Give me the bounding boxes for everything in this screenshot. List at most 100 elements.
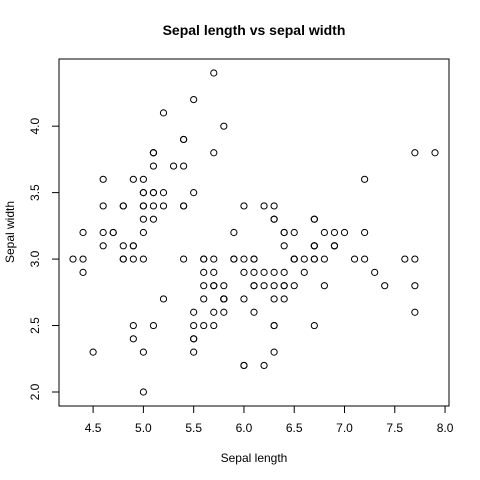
chart-title: Sepal length vs sepal width: [163, 22, 346, 38]
data-point: [79, 268, 87, 276]
data-point: [129, 321, 137, 330]
data-point: [119, 202, 127, 210]
data-point: [431, 149, 439, 157]
data-point: [361, 228, 369, 237]
data-points: [69, 69, 439, 396]
data-point: [139, 202, 147, 210]
data-point: [270, 295, 278, 303]
data-point: [210, 308, 218, 316]
data-point: [361, 255, 369, 263]
data-point: [180, 255, 188, 263]
data-point: [310, 215, 318, 223]
data-point: [99, 175, 107, 183]
x-tick-label: 7.0: [336, 421, 353, 435]
data-point: [290, 282, 298, 290]
data-point: [210, 282, 218, 290]
data-point: [89, 348, 97, 356]
data-point: [220, 122, 228, 130]
data-point: [240, 361, 248, 370]
data-point: [139, 348, 147, 356]
data-point: [169, 162, 178, 170]
data-point: [200, 268, 208, 276]
data-point: [280, 242, 288, 250]
data-point: [119, 255, 127, 263]
data-point: [139, 255, 147, 263]
data-point: [361, 175, 369, 183]
data-point: [159, 189, 168, 197]
data-point: [139, 175, 147, 183]
y-tick-label: 3.0: [28, 250, 42, 267]
data-point: [250, 282, 258, 290]
data-point: [119, 242, 127, 250]
data-point: [129, 255, 137, 263]
data-point: [250, 255, 258, 263]
data-point: [210, 321, 218, 330]
data-point: [260, 361, 268, 370]
data-point: [340, 228, 349, 237]
data-point: [300, 255, 308, 263]
data-point: [240, 255, 248, 263]
data-point: [139, 215, 147, 223]
x-tick-label: 6.5: [286, 421, 303, 435]
data-point: [220, 308, 228, 316]
data-point: [149, 215, 158, 223]
data-point: [350, 255, 359, 263]
data-point: [270, 268, 278, 276]
data-point: [149, 321, 158, 330]
data-point: [290, 255, 298, 263]
x-tick-label: 4.5: [85, 421, 102, 435]
data-point: [190, 335, 198, 343]
data-point: [260, 282, 268, 290]
data-point: [280, 268, 288, 276]
data-point: [149, 189, 158, 197]
data-point: [381, 282, 389, 290]
data-point: [200, 282, 208, 290]
data-point: [210, 69, 218, 77]
x-tick-label: 6.0: [236, 421, 253, 435]
y-tick-label: 3.5: [28, 184, 42, 201]
data-point: [149, 149, 158, 157]
x-tick-label: 8.0: [437, 421, 454, 435]
data-point: [260, 202, 268, 210]
data-point: [69, 255, 77, 263]
data-point: [139, 189, 147, 197]
data-point: [210, 255, 218, 263]
data-point: [190, 95, 198, 104]
data-point: [270, 321, 278, 330]
data-point: [320, 228, 328, 237]
data-point: [180, 202, 188, 210]
data-point: [280, 228, 288, 237]
data-point: [260, 268, 268, 276]
data-point: [270, 215, 278, 223]
data-point: [99, 242, 107, 250]
data-point: [310, 255, 318, 263]
data-point: [250, 308, 258, 316]
data-point: [300, 268, 308, 276]
data-point: [371, 268, 379, 276]
data-point: [99, 202, 107, 210]
data-point: [411, 282, 419, 290]
y-tick-label: 2.5: [28, 317, 42, 334]
data-point: [129, 175, 137, 183]
data-point: [411, 255, 419, 263]
data-point: [79, 255, 87, 263]
data-point: [280, 282, 288, 290]
data-point: [270, 202, 278, 210]
data-point: [200, 321, 208, 330]
data-point: [149, 202, 158, 210]
y-tick-label: 4.0: [28, 118, 42, 135]
data-point: [330, 228, 339, 237]
data-point: [320, 255, 328, 263]
data-point: [180, 162, 188, 170]
y-axis: 2.0 2.5 3.0 3.5 4.0: [28, 118, 60, 400]
data-point: [200, 295, 208, 303]
data-point: [200, 255, 208, 263]
data-point: [280, 295, 288, 303]
x-tick-label: 7.5: [386, 421, 403, 435]
data-point: [330, 242, 339, 250]
data-point: [139, 388, 147, 396]
data-point: [129, 242, 137, 250]
data-point: [310, 242, 318, 250]
data-point: [190, 308, 198, 316]
